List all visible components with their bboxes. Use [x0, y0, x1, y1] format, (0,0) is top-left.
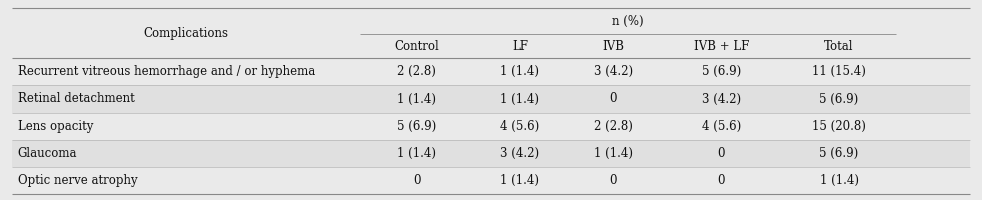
Text: Recurrent vitreous hemorrhage and / or hyphema: Recurrent vitreous hemorrhage and / or h… [18, 65, 315, 78]
Text: 1 (1.4): 1 (1.4) [501, 92, 539, 105]
Text: 1 (1.4): 1 (1.4) [820, 174, 858, 187]
Text: 3 (4.2): 3 (4.2) [594, 65, 632, 78]
Text: Retinal detachment: Retinal detachment [18, 92, 135, 105]
Bar [12, 58, 970, 85]
Text: 5 (6.9): 5 (6.9) [702, 65, 740, 78]
Text: 1 (1.4): 1 (1.4) [398, 92, 436, 105]
Text: Total: Total [824, 40, 854, 53]
Text: LF: LF [512, 40, 528, 53]
Text: n (%): n (%) [612, 15, 644, 28]
Text: 5 (6.9): 5 (6.9) [398, 120, 436, 133]
Text: 0: 0 [610, 92, 617, 105]
Text: IVB: IVB [602, 40, 625, 53]
Text: 5 (6.9): 5 (6.9) [820, 92, 858, 105]
Text: Optic nerve atrophy: Optic nerve atrophy [18, 174, 137, 187]
Text: IVB + LF: IVB + LF [693, 40, 749, 53]
Text: Control: Control [395, 40, 439, 53]
Text: 1 (1.4): 1 (1.4) [594, 147, 632, 160]
Text: 3 (4.2): 3 (4.2) [501, 147, 539, 160]
Bar [12, 85, 970, 113]
Text: Glaucoma: Glaucoma [18, 147, 78, 160]
Text: 0: 0 [718, 147, 725, 160]
Text: 11 (15.4): 11 (15.4) [812, 65, 866, 78]
Text: 1 (1.4): 1 (1.4) [501, 65, 539, 78]
Text: 1 (1.4): 1 (1.4) [501, 174, 539, 187]
Text: 0: 0 [413, 174, 420, 187]
Text: Lens opacity: Lens opacity [18, 120, 93, 133]
Text: 2 (2.8): 2 (2.8) [398, 65, 436, 78]
Bar [12, 140, 970, 167]
Text: Complications: Complications [143, 27, 229, 40]
Text: 4 (5.6): 4 (5.6) [501, 120, 539, 133]
Bar [12, 167, 970, 194]
Text: 4 (5.6): 4 (5.6) [702, 120, 740, 133]
Bar [12, 113, 970, 140]
Text: 15 (20.8): 15 (20.8) [812, 120, 866, 133]
Text: 3 (4.2): 3 (4.2) [702, 92, 740, 105]
Text: 0: 0 [610, 174, 617, 187]
Text: 1 (1.4): 1 (1.4) [398, 147, 436, 160]
Text: 2 (2.8): 2 (2.8) [594, 120, 632, 133]
Text: 5 (6.9): 5 (6.9) [820, 147, 858, 160]
Text: 0: 0 [718, 174, 725, 187]
